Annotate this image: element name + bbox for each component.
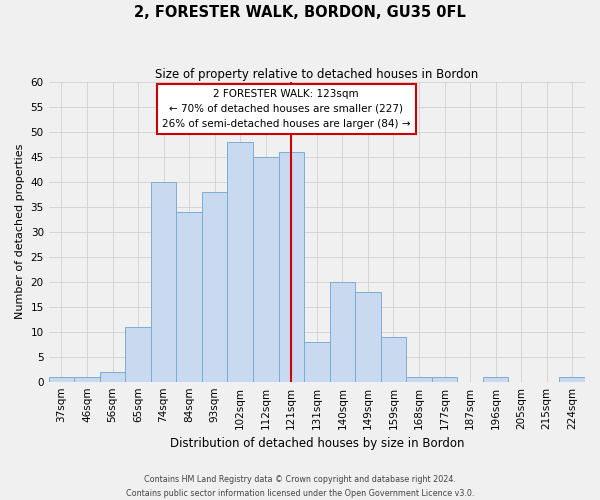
Bar — [151, 182, 176, 382]
Bar — [202, 192, 227, 382]
Bar — [176, 212, 202, 382]
Bar — [278, 152, 304, 382]
Bar — [559, 376, 585, 382]
Bar — [100, 372, 125, 382]
Text: 2 FORESTER WALK: 123sqm
← 70% of detached houses are smaller (227)
26% of semi-d: 2 FORESTER WALK: 123sqm ← 70% of detache… — [162, 89, 410, 129]
Y-axis label: Number of detached properties: Number of detached properties — [15, 144, 25, 320]
Bar — [304, 342, 329, 382]
Bar — [253, 156, 278, 382]
Bar — [125, 326, 151, 382]
Bar — [432, 376, 457, 382]
X-axis label: Distribution of detached houses by size in Bordon: Distribution of detached houses by size … — [170, 437, 464, 450]
Bar — [406, 376, 432, 382]
Bar — [227, 142, 253, 382]
Title: Size of property relative to detached houses in Bordon: Size of property relative to detached ho… — [155, 68, 478, 80]
Bar — [329, 282, 355, 382]
Text: 2, FORESTER WALK, BORDON, GU35 0FL: 2, FORESTER WALK, BORDON, GU35 0FL — [134, 5, 466, 20]
Text: Contains HM Land Registry data © Crown copyright and database right 2024.
Contai: Contains HM Land Registry data © Crown c… — [126, 476, 474, 498]
Bar — [380, 336, 406, 382]
Bar — [74, 376, 100, 382]
Bar — [49, 376, 74, 382]
Bar — [483, 376, 508, 382]
Bar — [355, 292, 380, 382]
